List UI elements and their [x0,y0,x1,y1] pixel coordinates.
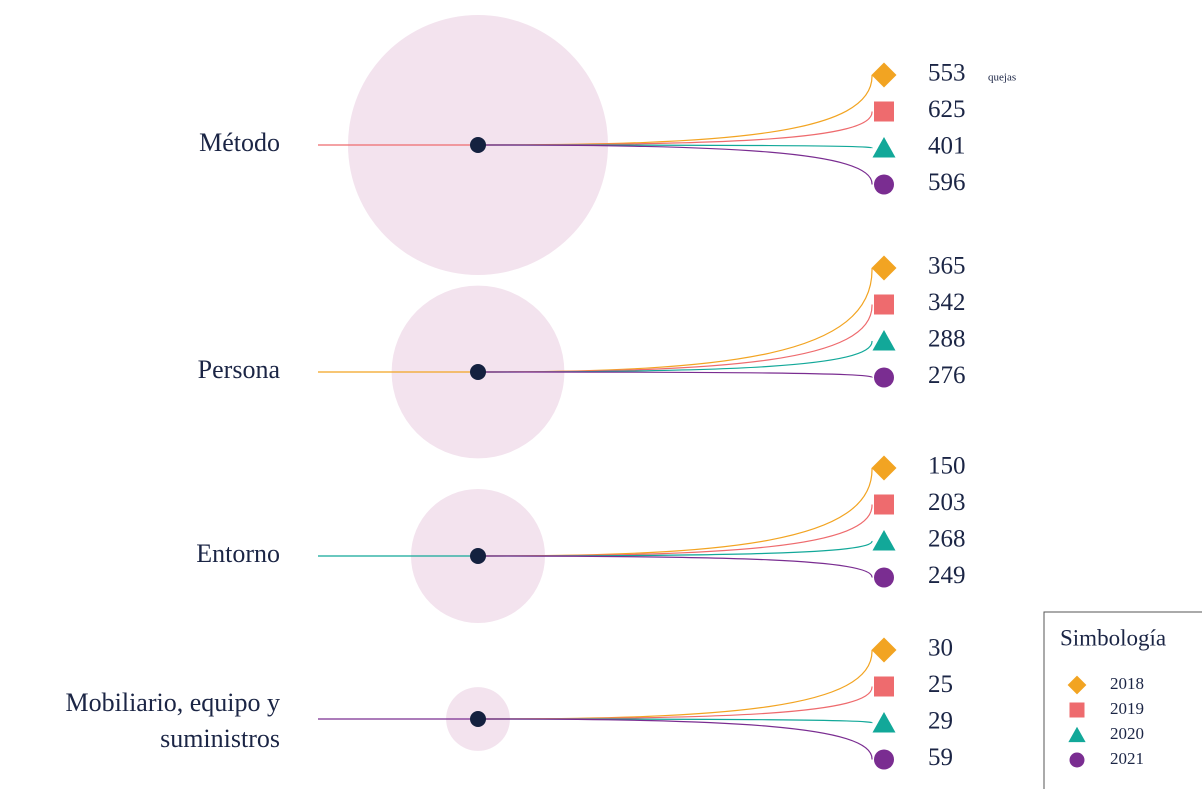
legend-label: 2019 [1110,699,1144,718]
value-label: 553 [928,60,966,87]
legend-label: 2021 [1110,749,1144,768]
value-label: 203 [928,489,966,516]
value-label: 29 [928,708,953,735]
flow-line [477,144,873,185]
marker [872,712,896,733]
legend-marker [1069,702,1085,718]
center-dot [470,137,486,153]
flow-line [477,555,873,578]
legend-label: 2020 [1110,724,1144,743]
center-dot [470,548,486,564]
center-dot [470,711,486,727]
legend-marker [1068,726,1086,743]
marker [874,567,894,588]
marker [872,137,896,158]
marker [874,294,894,315]
value-label: 342 [928,289,966,316]
value-label: 268 [928,526,966,553]
flow-line [477,686,873,720]
marker [874,101,894,122]
marker [874,367,894,388]
value-label: 288 [928,326,966,353]
value-label: 249 [928,562,966,589]
marker [871,455,897,481]
value-label: 596 [928,169,966,196]
marker [871,637,897,663]
marker [871,62,897,88]
category-label-line: suministros [160,724,280,753]
value-label: 401 [928,133,966,160]
flow-line [477,371,873,379]
category-label: Persona [198,355,281,384]
marker [872,330,896,351]
center-dot [470,364,486,380]
marker [871,255,897,281]
flow-line [477,718,873,760]
category-label: Entorno [196,539,280,568]
value-label: 276 [928,362,966,389]
legend-marker [1069,752,1085,768]
value-label: 365 [928,253,966,280]
value-label: 150 [928,453,966,480]
marker [874,749,894,770]
legend-marker [1067,675,1087,695]
category-label-line: Mobiliario, equipo y [66,688,280,717]
value-label: 25 [928,671,953,698]
category-label: Método [199,128,280,157]
marker [872,530,896,551]
value-label: 625 [928,96,966,123]
legend-title: Simbología [1060,625,1166,650]
marker [874,174,894,195]
category-label: Mobiliario, equipo y suministros [66,688,280,753]
marker [874,494,894,515]
marker [874,676,894,697]
unit-label: quejas [988,72,1016,84]
value-label: 59 [928,744,953,771]
legend-box [1043,611,1202,789]
value-label: 30 [928,635,953,662]
legend-label: 2018 [1110,674,1144,693]
